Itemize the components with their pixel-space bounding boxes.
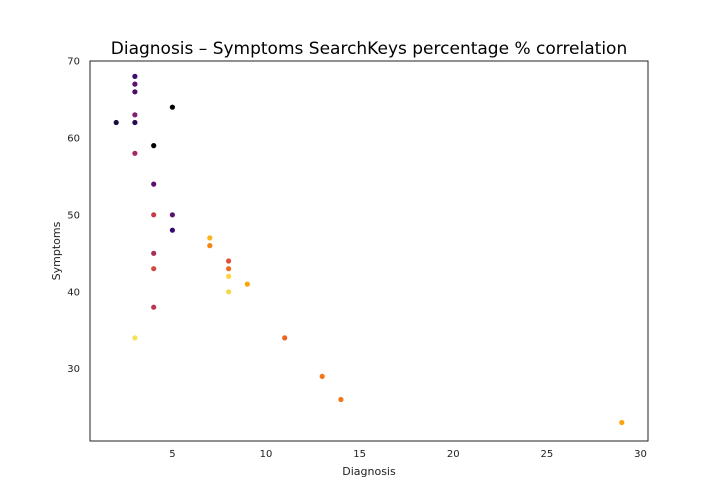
data-point (132, 73, 138, 79)
data-point (132, 150, 138, 156)
y-tick-label: 70 (67, 57, 80, 68)
axis-ticks: 5 10 15 20 25 30 30 40 50 60 70 (67, 57, 647, 461)
x-tick-label: 10 (260, 449, 273, 460)
data-point (169, 227, 175, 233)
x-tick-label: 20 (447, 449, 460, 460)
data-point (338, 396, 344, 403)
data-point (132, 335, 138, 341)
data-point (244, 281, 250, 287)
chart-title: Diagnosis – Symptoms SearchKeys percenta… (111, 39, 627, 59)
x-tick-label: 30 (634, 449, 647, 460)
data-point (132, 81, 138, 87)
data-point (619, 419, 625, 426)
y-tick-label: 60 (67, 133, 80, 144)
data-point (226, 289, 232, 295)
data-point (226, 273, 232, 279)
data-point (169, 212, 175, 218)
data-point (151, 143, 157, 149)
data-point (207, 243, 213, 249)
data-point (226, 258, 232, 264)
data-point (132, 119, 138, 126)
x-axis-label: Diagnosis (342, 465, 396, 478)
data-point (132, 89, 138, 95)
data-point (132, 112, 138, 118)
y-tick-label: 40 (67, 287, 80, 298)
data-point (151, 181, 157, 187)
data-point (282, 335, 288, 341)
data-point (151, 266, 157, 272)
x-tick-label: 25 (541, 449, 554, 460)
plot-area: 5 10 15 20 25 30 30 40 50 60 70 (67, 57, 649, 461)
y-tick-label: 30 (67, 364, 80, 375)
y-axis-label: Symptoms (50, 221, 63, 280)
data-point (226, 266, 232, 272)
data-points (113, 73, 625, 426)
x-tick-label: 15 (353, 449, 366, 460)
data-point (113, 119, 119, 126)
y-tick-label: 50 (67, 210, 80, 221)
plot-frame (89, 60, 649, 442)
data-point (151, 250, 157, 256)
data-point (151, 212, 157, 218)
data-point (207, 235, 213, 241)
data-point (169, 104, 175, 110)
data-point (319, 373, 325, 379)
data-point (151, 304, 157, 310)
x-tick-label: 5 (169, 449, 175, 460)
